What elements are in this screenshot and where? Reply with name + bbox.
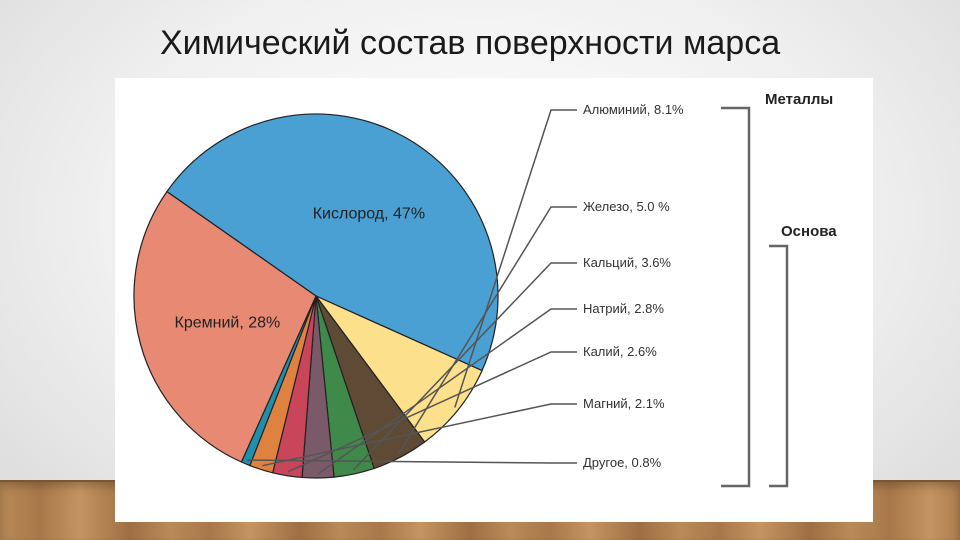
- slice-label-натрий: Натрий, 2.8%: [583, 301, 664, 316]
- slide-title: Химический состав поверхности марса: [160, 24, 781, 62]
- slice-label-алюминий: Алюминий, 8.1%: [583, 102, 684, 117]
- leader-line-6: [262, 403, 577, 467]
- leader-line-2: [397, 206, 577, 455]
- pie-slice-8: [133, 190, 317, 463]
- leader-line-1: [454, 109, 577, 408]
- bracket-metals: [721, 106, 751, 488]
- pie-slice-1: [314, 294, 483, 443]
- slices-layer: [133, 113, 499, 479]
- chart-card: Кислород, 47% Алюминий, 8.1% Железо, 5.0 %…: [115, 78, 873, 522]
- group-label-base: Основа: [781, 223, 837, 240]
- leader-line-3: [352, 262, 577, 471]
- slice-label-8: Кремний, 28%: [175, 315, 281, 332]
- slice-label-кальций: Кальций, 3.6%: [583, 255, 671, 270]
- slice-label-железо: Железо, 5.0 %: [583, 199, 670, 214]
- bracket-base: [769, 244, 789, 488]
- leader-line-7: [247, 459, 577, 464]
- group-label-metals: Металлы: [765, 91, 833, 108]
- slice-label-0: Кислород, 47%: [313, 206, 425, 223]
- leader-lines-layer: [247, 109, 577, 475]
- slice-label-другое: Другое, 0.8%: [583, 455, 662, 470]
- slice-label-магний: Магний, 2.1%: [583, 396, 665, 411]
- leader-line-4: [317, 308, 577, 475]
- pie-slice-0: [166, 113, 499, 372]
- labels-layer: Кислород, 47% Алюминий, 8.1% Железо, 5.0 %…: [175, 102, 685, 470]
- pie-chart: Кислород, 47% Алюминий, 8.1% Железо, 5.0 %…: [133, 91, 837, 488]
- group-brackets-layer: Металлы Основа: [721, 91, 837, 488]
- leader-line-5: [287, 351, 577, 473]
- slice-label-калий: Калий, 2.6%: [583, 344, 657, 359]
